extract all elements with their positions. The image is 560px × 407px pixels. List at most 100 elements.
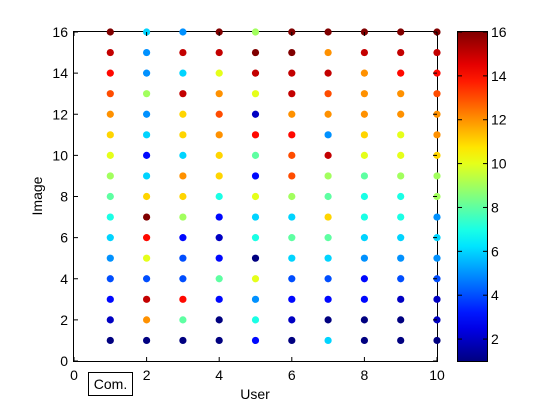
data-point-user-3-image-11 (179, 131, 187, 139)
data-point-user-9-image-8 (397, 192, 405, 201)
data-point-user-8-image-6 (360, 234, 368, 242)
data-point-user-3-image-8 (179, 192, 187, 201)
data-point-user-3-image-7 (179, 213, 187, 221)
y-tick-label: 16 (52, 24, 68, 40)
data-point-user-4-image-1 (215, 336, 223, 345)
data-point-user-4-image-3 (215, 295, 223, 303)
data-point-user-4-image-5 (215, 254, 223, 262)
data-point-user-8-image-12 (360, 110, 368, 118)
data-point-user-6-image-14 (288, 69, 296, 77)
data-point-user-5-image-14 (251, 69, 260, 77)
colorbar-gradient (457, 31, 488, 362)
data-point-user-7-image-3 (324, 295, 332, 303)
data-point-user-5-image-12 (251, 110, 260, 118)
data-point-user-7-image-10 (324, 151, 332, 159)
data-point-user-9-image-11 (397, 131, 405, 139)
data-point-user-3-image-5 (179, 254, 187, 262)
data-point-user-4-image-8 (215, 192, 223, 201)
data-point-user-7-image-16 (324, 28, 332, 36)
data-point-user-6-image-12 (288, 110, 296, 118)
data-point-user-5-image-9 (251, 172, 260, 180)
data-point-user-4-image-13 (215, 90, 223, 98)
data-point-user-1-image-1 (106, 336, 114, 345)
data-point-user-1-image-11 (106, 131, 114, 139)
data-points (106, 28, 441, 345)
data-point-user-2-image-13 (143, 90, 151, 98)
data-point-user-8-image-1 (360, 336, 368, 345)
colorbar-tick-label: 12 (491, 112, 507, 128)
colorbar[interactable]: 2 4 6 8 10 12 14 16 (457, 24, 507, 362)
data-point-user-5-image-16 (251, 28, 260, 36)
y-axis-label: Image (29, 176, 45, 215)
data-point-user-7-image-1 (324, 336, 332, 345)
data-point-user-6-image-15 (288, 48, 296, 57)
data-point-user-1-image-8 (106, 192, 114, 201)
data-point-user-1-image-2 (106, 316, 114, 324)
data-point-user-1-image-16 (106, 28, 114, 36)
data-point-user-2-image-8 (143, 192, 151, 201)
data-point-user-9-image-2 (397, 316, 405, 324)
data-point-user-1-image-12 (106, 110, 114, 118)
data-point-user-1-image-14 (106, 69, 114, 77)
data-point-user-5-image-4 (251, 275, 260, 283)
data-point-user-9-image-4 (397, 275, 405, 283)
data-point-user-10-image-3 (433, 295, 441, 303)
data-point-user-9-image-14 (397, 69, 405, 77)
data-point-user-1-image-7 (106, 213, 114, 221)
data-point-user-4-image-10 (215, 151, 223, 159)
x-axis-label: User (240, 386, 270, 402)
data-point-user-6-image-1 (288, 336, 296, 345)
data-point-user-3-image-6 (179, 234, 187, 242)
data-point-user-7-image-5 (324, 254, 332, 262)
x-tick-label: 8 (361, 367, 369, 383)
data-point-user-10-image-9 (433, 172, 441, 180)
data-point-user-7-image-13 (324, 90, 332, 98)
data-point-user-4-image-6 (215, 234, 223, 242)
data-point-user-4-image-11 (215, 131, 223, 139)
data-point-user-2-image-3 (143, 295, 151, 303)
y-tick-label: 14 (52, 65, 68, 81)
data-point-user-4-image-12 (215, 110, 223, 118)
data-point-user-2-image-6 (143, 234, 151, 242)
data-point-user-10-image-15 (433, 48, 441, 57)
data-point-user-5-image-1 (251, 336, 260, 345)
data-point-user-9-image-5 (397, 254, 405, 262)
data-point-user-2-image-11 (143, 131, 151, 139)
data-point-user-5-image-13 (251, 90, 260, 98)
data-point-user-4-image-4 (215, 275, 223, 283)
data-point-user-5-image-2 (251, 316, 260, 324)
y-tick-label: 10 (52, 147, 68, 163)
data-point-user-8-image-4 (360, 275, 368, 283)
data-point-user-4-image-9 (215, 172, 223, 180)
y-tick-label: 2 (60, 312, 68, 328)
legend[interactable]: Com. (88, 372, 133, 396)
data-point-user-2-image-5 (143, 254, 151, 262)
data-point-user-8-image-10 (360, 151, 368, 159)
data-point-user-7-image-6 (324, 234, 332, 242)
data-point-user-4-image-15 (215, 48, 223, 57)
data-point-user-8-image-14 (360, 69, 368, 77)
y-tick-label: 12 (52, 106, 68, 122)
data-point-user-3-image-1 (179, 336, 187, 345)
data-point-user-6-image-9 (288, 172, 296, 180)
data-point-user-8-image-2 (360, 316, 368, 324)
data-point-user-2-image-15 (143, 48, 151, 57)
data-point-user-2-image-9 (143, 172, 151, 180)
data-point-user-6-image-13 (288, 90, 296, 98)
colorbar-ticks: 2 4 6 8 10 12 14 16 (458, 24, 507, 347)
x-tick-label: 10 (429, 367, 445, 383)
data-point-user-10-image-7 (433, 213, 441, 221)
data-point-user-8-image-11 (360, 131, 368, 139)
y-tick-label: 6 (60, 230, 68, 246)
data-point-user-3-image-9 (179, 172, 187, 180)
colorbar-tick-label: 6 (491, 243, 499, 259)
data-point-user-9-image-15 (397, 48, 405, 57)
x-axis-ticks: 0 2 4 6 8 10 (70, 32, 445, 383)
data-point-user-8-image-13 (360, 90, 368, 98)
data-point-user-10-image-5 (433, 254, 441, 262)
data-point-user-8-image-8 (360, 192, 368, 201)
data-point-user-1-image-9 (106, 172, 114, 180)
plot-area: 0 2 4 6 8 10 0 2 4 6 8 10 12 14 16 (52, 24, 445, 383)
data-point-user-5-image-10 (251, 151, 260, 159)
